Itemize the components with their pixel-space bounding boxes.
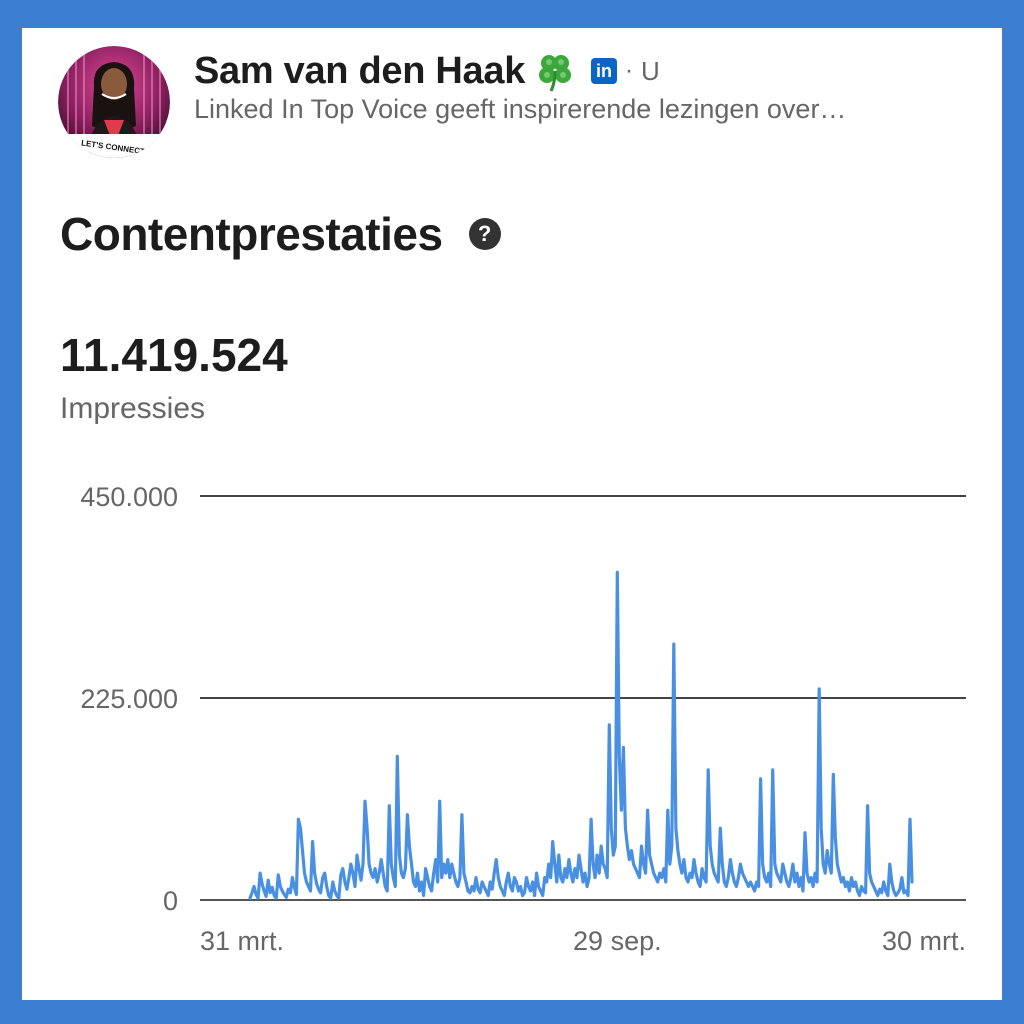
section-title: Contentprestaties — [60, 208, 443, 260]
impressions-label: Impressies — [60, 392, 206, 425]
x-tick-label: 30 mrt. — [882, 926, 966, 956]
profile-headline: Linked In Top Voice geeft inspirerende l… — [194, 94, 847, 124]
connection-degree: U — [641, 55, 660, 86]
y-tick-label: 225.000 — [80, 684, 178, 714]
x-tick-label: 31 mrt. — [200, 926, 284, 956]
x-tick-label: 29 sep. — [573, 926, 662, 956]
four-leaf-clover-icon — [533, 49, 577, 93]
profile-name-row: Sam van den Haak in · U — [194, 46, 660, 96]
y-tick-label: 0 — [163, 886, 178, 916]
section-header: Contentprestaties ? — [60, 206, 501, 262]
question-circle-icon[interactable]: ? — [468, 218, 501, 250]
profile-name[interactable]: Sam van den Haak — [194, 49, 526, 92]
impressions-value: 11.419.524 — [60, 329, 288, 381]
separator: · — [625, 57, 634, 84]
avatar-photo: LET'S CONNECT! — [58, 46, 170, 158]
impressions-line-chart: 450.000 225.000 0 31 mrt. 29 sep. 30 mrt. — [80, 482, 966, 956]
y-tick-label: 450.000 — [80, 482, 178, 512]
post-card: LET'S CONNECT! Sam van den Haak in · U L… — [22, 28, 1002, 1000]
linkedin-icon: in — [591, 58, 618, 84]
series-line — [248, 570, 914, 900]
avatar[interactable]: LET'S CONNECT! — [58, 46, 170, 158]
